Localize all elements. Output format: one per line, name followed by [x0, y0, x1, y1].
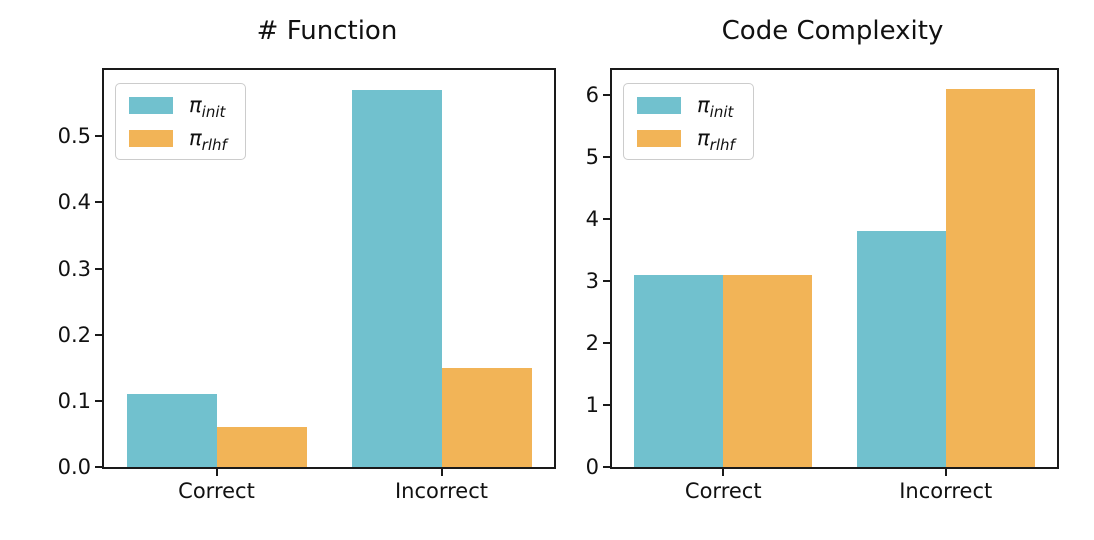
- pi-symbol: π: [189, 93, 202, 117]
- y-tick-label: 0.2: [57, 322, 91, 347]
- x-tick-mark: [722, 469, 725, 476]
- chart-title-code-complexity: Code Complexity: [721, 16, 944, 46]
- legend-swatch-pi-rlhf: [637, 129, 681, 147]
- pi-symbol: π: [697, 93, 710, 117]
- plot-area-code-complexity: 0 1 2 3 4 5 6 Correct Incorrect πinit πrlhf: [586, 68, 1059, 503]
- y-tick-label: 2: [585, 330, 599, 355]
- legend: πinit πrlhf: [623, 83, 754, 160]
- x-tick-label: Correct: [178, 479, 255, 503]
- legend-label-pi-rlhf: πrlhf: [189, 126, 227, 153]
- y-tick-label: 0.1: [57, 388, 91, 413]
- y-tick-label: 0.0: [57, 455, 91, 479]
- bar-correct-pi-init: [126, 394, 217, 467]
- bar-correct-pi-rlhf: [723, 274, 813, 467]
- y-tick-label: 4: [585, 206, 599, 231]
- y-tick-mark: [95, 466, 102, 468]
- y-tick-mark: [603, 341, 610, 344]
- bar-correct-pi-init: [634, 274, 724, 467]
- bar-incorrect-pi-init: [856, 231, 946, 467]
- legend-swatch-pi-init: [637, 96, 681, 114]
- x-tick-label: Incorrect: [899, 479, 993, 503]
- y-tick-mark: [95, 201, 102, 204]
- x-tick-mark: [215, 469, 218, 476]
- y-tick-mark: [603, 403, 610, 406]
- y-tick-label: 3: [585, 268, 599, 293]
- y-tick-label: 1: [585, 392, 599, 417]
- chart-title-num-function: # Function: [256, 16, 398, 46]
- legend-subscript: init: [709, 103, 734, 122]
- y-tick-label: 0: [585, 455, 599, 479]
- y-tick-mark: [603, 279, 610, 282]
- y-tick-mark: [603, 93, 610, 96]
- legend-subscript: init: [201, 103, 226, 122]
- y-tick-mark: [95, 267, 102, 270]
- bar-correct-pi-rlhf: [216, 427, 307, 467]
- legend-entry: πrlhf: [129, 126, 227, 153]
- y-tick-mark: [603, 217, 610, 220]
- y-tick-mark: [95, 399, 102, 402]
- bar-incorrect-pi-rlhf: [441, 367, 532, 467]
- legend-swatch-pi-init: [129, 96, 173, 114]
- x-tick-label: Incorrect: [394, 479, 489, 503]
- legend: πinit πrlhf: [115, 83, 246, 160]
- plot-area-num-function: 0.0 0.1 0.2 0.3 0.4 0.5 Correct Incorrect πinit π…: [58, 68, 556, 503]
- y-tick-mark: [603, 466, 610, 468]
- pi-symbol: π: [189, 126, 202, 150]
- x-tick-label: Correct: [684, 479, 762, 503]
- x-tick-mark: [440, 469, 443, 476]
- y-tick-label: 0.4: [57, 190, 91, 215]
- y-tick-label: 0.3: [57, 256, 91, 281]
- y-tick-mark: [603, 155, 610, 158]
- y-tick-mark: [95, 333, 102, 336]
- legend-subscript: rlhf: [201, 136, 227, 155]
- y-tick-label: 6: [585, 82, 599, 107]
- y-tick-mark: [95, 135, 102, 138]
- pi-symbol: π: [697, 126, 710, 150]
- x-tick-mark: [944, 469, 947, 476]
- y-tick-label: 5: [585, 144, 599, 169]
- legend-label-pi-init: πinit: [697, 93, 733, 120]
- legend-label-pi-init: πinit: [189, 93, 225, 120]
- legend-entry: πinit: [129, 93, 227, 120]
- bar-incorrect-pi-rlhf: [945, 88, 1035, 467]
- legend-entry: πrlhf: [637, 126, 735, 153]
- legend-subscript: rlhf: [709, 136, 735, 155]
- bar-incorrect-pi-init: [351, 89, 442, 467]
- legend-label-pi-rlhf: πrlhf: [697, 126, 735, 153]
- legend-swatch-pi-rlhf: [129, 129, 173, 147]
- legend-entry: πinit: [637, 93, 735, 120]
- y-tick-label: 0.5: [57, 124, 91, 149]
